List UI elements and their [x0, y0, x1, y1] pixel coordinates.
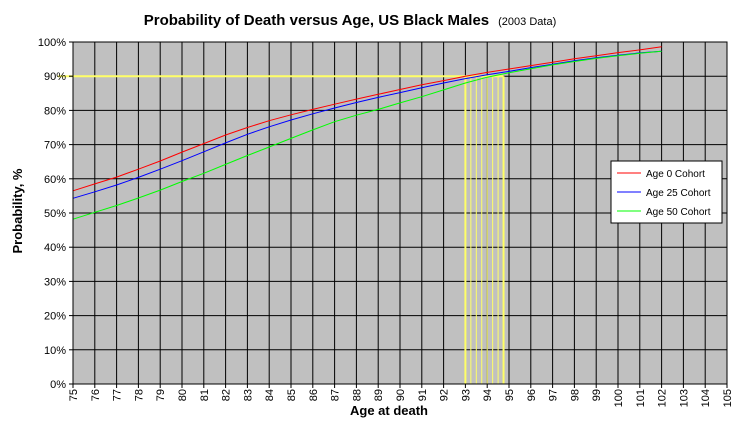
chart-title: Probability of Death versus Age, US Blac…	[144, 12, 556, 29]
legend: Age 0 Cohort Age 25 Cohort Age 50 Cohort	[610, 160, 723, 224]
series-line-2	[72, 50, 662, 199]
x-tick-label: 80	[177, 389, 189, 401]
legend-label-1: Age 0 Cohort	[646, 169, 705, 180]
y-tick-label: 50%	[44, 208, 66, 220]
y-axis-label: Probability, %	[10, 168, 25, 253]
x-tick-label: 103	[678, 389, 690, 407]
x-tick-label: 90	[395, 389, 407, 401]
x-tick-label: 86	[308, 389, 320, 401]
y-tick-label: 100%	[38, 37, 66, 49]
y-tick-label: 20%	[44, 311, 66, 323]
x-tick-label: 78	[133, 389, 145, 401]
x-tick-label: 79	[155, 389, 167, 401]
y-tick-label: 60%	[44, 174, 66, 186]
plot-area: 0% 10% 20% 30% 40% 50% 60% 70% 80% 90% 100% 75 76 77 7…	[38, 37, 734, 407]
x-tick-label: 101	[635, 389, 647, 407]
series-line-1	[72, 46, 662, 192]
x-tick-label: 91	[417, 389, 429, 401]
legend-label-3: Age 50 Cohort	[646, 207, 711, 218]
series-line-3	[72, 50, 662, 220]
y-tick-label: 70%	[44, 140, 66, 152]
x-tick-label: 85	[286, 389, 298, 401]
x-tick-label: 104	[700, 389, 712, 407]
x-tick-label: 88	[351, 389, 363, 401]
x-tick-label: 98	[569, 389, 581, 401]
x-tick-label: 83	[242, 389, 254, 401]
y-tick-label: 40%	[44, 242, 66, 254]
x-tick-label: 87	[330, 389, 342, 401]
x-tick-label: 94	[482, 389, 494, 401]
x-tick-label: 89	[373, 389, 385, 401]
x-tick-label: 96	[526, 389, 538, 401]
y-tick-label: 30%	[44, 276, 66, 288]
x-tick-label: 92	[439, 389, 451, 401]
x-tick-label: 95	[504, 389, 516, 401]
x-tick-label: 81	[199, 389, 211, 401]
x-tick-label: 97	[548, 389, 560, 401]
y-tick-label: 0%	[50, 379, 66, 391]
x-tick-label: 84	[264, 389, 276, 401]
x-tick-label: 100	[613, 389, 625, 407]
legend-label-2: Age 25 Cohort	[646, 188, 711, 199]
x-tick-label: 75	[68, 389, 80, 401]
x-tick-label: 82	[221, 389, 233, 401]
y-tick-label: 80%	[44, 105, 66, 117]
x-tick-label: 93	[460, 389, 472, 401]
x-tick-label: 102	[657, 389, 669, 407]
x-tick-label: 105	[722, 389, 734, 407]
y-tick-label: 90%	[44, 71, 66, 83]
x-tick-label: 76	[90, 389, 102, 401]
y-tick-label: 10%	[44, 345, 66, 357]
x-axis-label: Age at death	[350, 403, 428, 418]
x-tick-label: 77	[112, 389, 124, 401]
x-tick-label: 99	[591, 389, 603, 401]
